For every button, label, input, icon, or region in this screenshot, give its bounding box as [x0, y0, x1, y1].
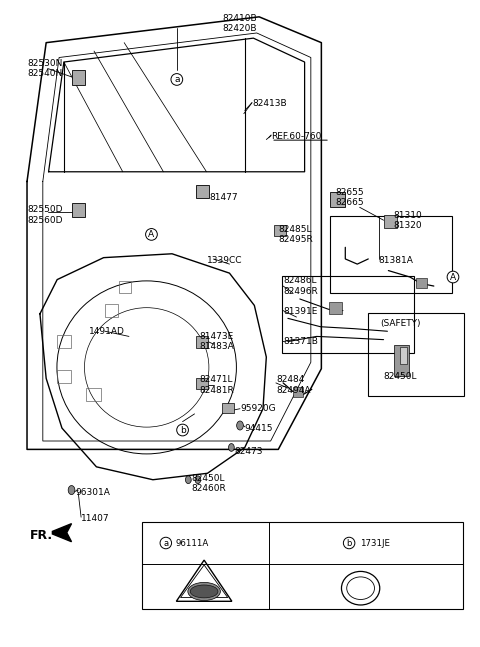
Text: 82485L
82495R: 82485L 82495R: [278, 225, 313, 244]
Text: 95920G: 95920G: [240, 404, 276, 413]
Text: REF.60-760: REF.60-760: [271, 132, 322, 141]
Bar: [394, 345, 409, 377]
Bar: [368, 313, 464, 396]
Text: (SAFETY): (SAFETY): [380, 319, 420, 328]
Circle shape: [228, 444, 234, 452]
Bar: [384, 215, 397, 228]
Text: b: b: [180, 426, 185, 435]
Text: 1339CC: 1339CC: [206, 256, 242, 265]
Text: 82473: 82473: [234, 447, 263, 456]
Bar: [196, 378, 208, 389]
Text: 81473E
81483A: 81473E 81483A: [199, 332, 234, 351]
Bar: [86, 388, 101, 401]
Bar: [196, 336, 208, 348]
Bar: [400, 347, 407, 364]
Text: 82471L
82481R: 82471L 82481R: [199, 375, 234, 395]
Text: a: a: [163, 538, 168, 547]
Text: 82413B: 82413B: [252, 100, 287, 109]
Bar: [330, 216, 452, 292]
Circle shape: [195, 476, 201, 483]
Text: 82484
82494A: 82484 82494A: [276, 375, 311, 395]
Text: 11407: 11407: [81, 514, 110, 523]
Text: FR.: FR.: [30, 529, 53, 542]
Bar: [57, 335, 71, 348]
Circle shape: [237, 421, 243, 430]
Bar: [72, 203, 85, 217]
Polygon shape: [52, 523, 72, 542]
Text: a: a: [174, 75, 180, 84]
Text: 82530N
82540N: 82530N 82540N: [27, 59, 62, 78]
Text: 81391E: 81391E: [283, 307, 317, 316]
Text: 82655
82665: 82655 82665: [336, 188, 364, 207]
Bar: [416, 278, 427, 288]
Bar: [330, 192, 345, 207]
Text: 82450L: 82450L: [384, 372, 417, 381]
Bar: [105, 304, 119, 317]
Text: 81371B: 81371B: [283, 337, 318, 346]
Text: 81381A: 81381A: [379, 256, 414, 265]
Text: 82550D
82560D: 82550D 82560D: [27, 205, 62, 225]
Bar: [72, 71, 85, 85]
Bar: [196, 184, 209, 197]
Bar: [328, 302, 342, 314]
Text: 96111A: 96111A: [175, 538, 209, 547]
Text: 1491AD: 1491AD: [89, 327, 125, 336]
Text: 82450L
82460R: 82450L 82460R: [191, 474, 226, 493]
Text: A: A: [148, 230, 155, 239]
Text: A: A: [450, 272, 456, 281]
Text: 82486L
82496R: 82486L 82496R: [283, 276, 318, 296]
Text: 82410B
82420B: 82410B 82420B: [223, 14, 257, 33]
Circle shape: [185, 476, 191, 483]
Text: 81477: 81477: [209, 193, 238, 202]
Text: 94415: 94415: [245, 424, 273, 433]
Bar: [275, 225, 287, 236]
Ellipse shape: [188, 582, 220, 600]
Text: 96301A: 96301A: [75, 488, 110, 497]
Bar: [120, 281, 132, 292]
Ellipse shape: [190, 585, 218, 598]
Text: 1731JE: 1731JE: [360, 538, 390, 547]
Text: b: b: [347, 538, 352, 547]
Bar: [293, 387, 303, 397]
Bar: [142, 521, 463, 609]
Circle shape: [68, 485, 75, 494]
Bar: [57, 370, 71, 383]
Bar: [282, 276, 414, 353]
Bar: [222, 403, 234, 413]
Text: 81310
81320: 81310 81320: [393, 210, 422, 230]
